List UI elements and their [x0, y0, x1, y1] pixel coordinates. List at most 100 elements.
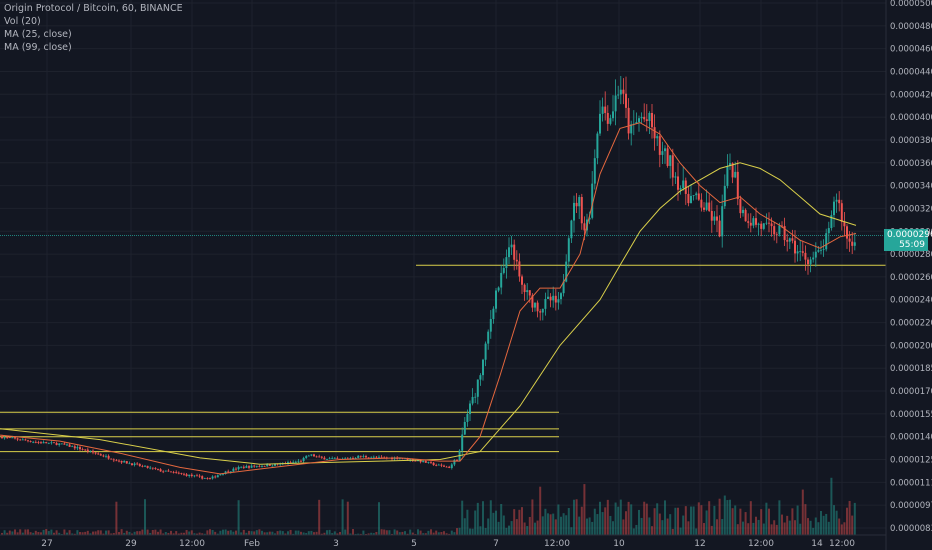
volume-bar: [705, 510, 708, 535]
candle-body: [250, 465, 253, 468]
candle-body: [102, 455, 105, 457]
indicator-volume[interactable]: Vol (20): [4, 16, 41, 27]
time-tick-label: 12:00: [829, 539, 855, 549]
volume-bar: [305, 533, 308, 535]
volume-bar: [536, 520, 539, 535]
volume-bar: [235, 530, 237, 535]
candle-body: [45, 442, 48, 444]
volume-bar: [703, 523, 705, 535]
volume-bar: [216, 533, 219, 535]
price-tick-label: 0.00001550: [890, 410, 932, 420]
candle-body: [515, 259, 518, 262]
candle-body: [370, 457, 373, 459]
candle-body: [365, 456, 367, 458]
volume-bar: [440, 531, 443, 535]
candle-body: [534, 302, 536, 308]
candle-body: [8, 437, 11, 439]
candle-body: [375, 456, 378, 458]
candle-body: [136, 463, 139, 465]
candle-body: [310, 454, 313, 456]
volume-bar: [131, 533, 133, 535]
volume-bar: [102, 533, 105, 535]
volume-bar: [16, 532, 19, 535]
volume-bar: [497, 521, 500, 535]
candle-body: [47, 442, 50, 444]
candle-body: [638, 118, 640, 123]
candle-body: [820, 249, 822, 251]
candle-body: [791, 238, 794, 241]
candle-body: [497, 287, 500, 291]
candle-body: [328, 458, 331, 460]
volume-bar: [66, 532, 68, 535]
candle-body: [268, 464, 271, 466]
volume-bar: [630, 504, 633, 535]
candle-body: [154, 468, 157, 469]
candle-body: [300, 460, 302, 462]
candle-body: [216, 475, 219, 478]
volume-bar: [443, 531, 445, 535]
volume-bar: [146, 529, 149, 535]
volume-bar: [406, 533, 409, 535]
volume-bar: [94, 531, 97, 535]
volume-bar: [723, 495, 726, 535]
candle-body: [734, 171, 737, 178]
candle-body: [248, 466, 250, 468]
volume-bar: [463, 518, 466, 535]
candle-body: [118, 460, 120, 462]
candle-body: [830, 215, 833, 229]
volume-bar: [448, 533, 451, 535]
candle-body: [747, 221, 750, 223]
volume-bar: [606, 499, 609, 535]
candle-body: [383, 457, 386, 459]
candle-body: [796, 251, 799, 254]
candle-body: [206, 478, 209, 479]
volume-bar: [734, 505, 737, 535]
indicator-ma25[interactable]: MA (25, close): [4, 29, 72, 40]
volume-bar: [739, 508, 742, 535]
candle-body: [245, 466, 248, 468]
volume-bar: [755, 516, 757, 535]
volume-bar: [42, 529, 45, 535]
candle-body: [105, 455, 107, 457]
volume-bar: [357, 533, 360, 535]
price-tick-label: 0.00003600: [890, 159, 932, 169]
candle-body: [697, 193, 700, 200]
candle-body: [138, 464, 141, 466]
indicator-ma99[interactable]: MA (99, close): [4, 42, 72, 53]
volume-bar: [97, 530, 100, 535]
candle-body: [682, 180, 685, 189]
candle-body: [229, 471, 232, 473]
candle-body: [359, 455, 362, 457]
volume-bar: [640, 517, 643, 535]
candle-body: [289, 462, 292, 463]
volume-bar: [172, 533, 175, 535]
volume-bar: [79, 532, 81, 535]
price-tick-label: 0.00001850: [890, 364, 932, 374]
volume-bar: [622, 519, 625, 535]
volume-bar: [658, 513, 661, 535]
volume-bar: [573, 499, 575, 535]
volume-bar: [32, 532, 35, 535]
candle-body: [713, 216, 716, 221]
volume-bar: [578, 516, 581, 535]
volume-bar: [339, 531, 341, 535]
volume-bar: [310, 530, 313, 535]
volume-bar: [807, 518, 809, 535]
volume-bar: [219, 530, 222, 535]
volume-bar: [232, 531, 235, 535]
volume-bar: [112, 533, 115, 535]
candle-body: [679, 188, 682, 190]
volume-bar: [341, 499, 344, 535]
volume-bar: [833, 505, 835, 535]
volume-bar: [456, 528, 458, 535]
volume-bar: [302, 532, 305, 535]
volume-bar: [417, 529, 419, 535]
volume-bar: [432, 532, 435, 535]
candle-body: [448, 466, 451, 468]
volume-bar: [736, 524, 739, 535]
volume-bar: [401, 531, 404, 535]
candle-body: [677, 176, 679, 190]
candle-body: [430, 461, 432, 463]
candle-body: [609, 118, 612, 124]
